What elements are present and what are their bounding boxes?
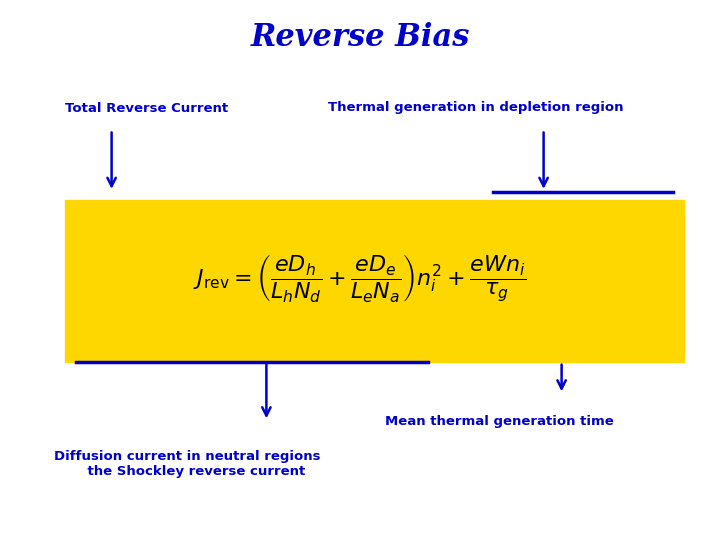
Text: Total Reverse Current: Total Reverse Current — [65, 102, 228, 114]
FancyBboxPatch shape — [65, 200, 684, 362]
Text: Diffusion current in neutral regions
    the Shockley reverse current: Diffusion current in neutral regions the… — [54, 450, 320, 478]
Text: Reverse Bias: Reverse Bias — [251, 22, 469, 53]
Text: Mean thermal generation time: Mean thermal generation time — [385, 415, 614, 428]
Text: $J_{\mathrm{rev}} = \left( \dfrac{eD_h}{L_h N_d} + \dfrac{eD_e}{L_e N_a} \right): $J_{\mathrm{rev}} = \left( \dfrac{eD_h}{… — [194, 252, 526, 304]
Text: Thermal generation in depletion region: Thermal generation in depletion region — [328, 102, 623, 114]
